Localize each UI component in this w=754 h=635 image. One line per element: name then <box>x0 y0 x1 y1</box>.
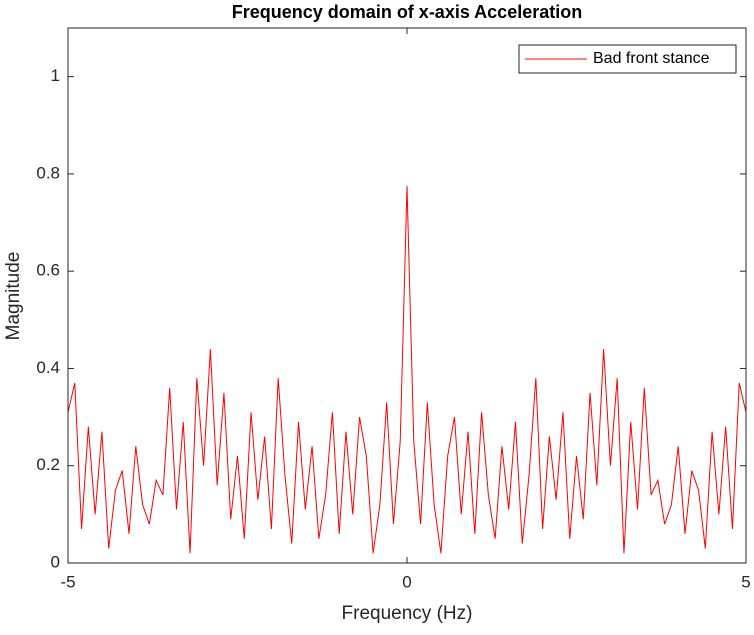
x-tick-label: 0 <box>402 572 411 591</box>
y-tick-label: 0.4 <box>36 358 60 377</box>
y-tick-label: 0.8 <box>36 163 60 182</box>
y-tick-label: 1 <box>51 66 60 85</box>
y-axis-label: Magnitude <box>3 252 24 341</box>
y-tick-label: 0.6 <box>36 261 60 280</box>
y-tick-label: 0.2 <box>36 455 60 474</box>
x-tick-label: 5 <box>741 572 750 591</box>
line-series <box>67 186 747 554</box>
x-tick-label: -5 <box>60 572 75 591</box>
plot-frame <box>67 27 747 564</box>
chart-title: Frequency domain of x-axis Acceleration <box>232 2 582 22</box>
x-axis-label: Frequency (Hz) <box>342 603 473 624</box>
y-tick-label: 0 <box>51 552 60 571</box>
legend-label: Bad front stance <box>593 50 710 67</box>
